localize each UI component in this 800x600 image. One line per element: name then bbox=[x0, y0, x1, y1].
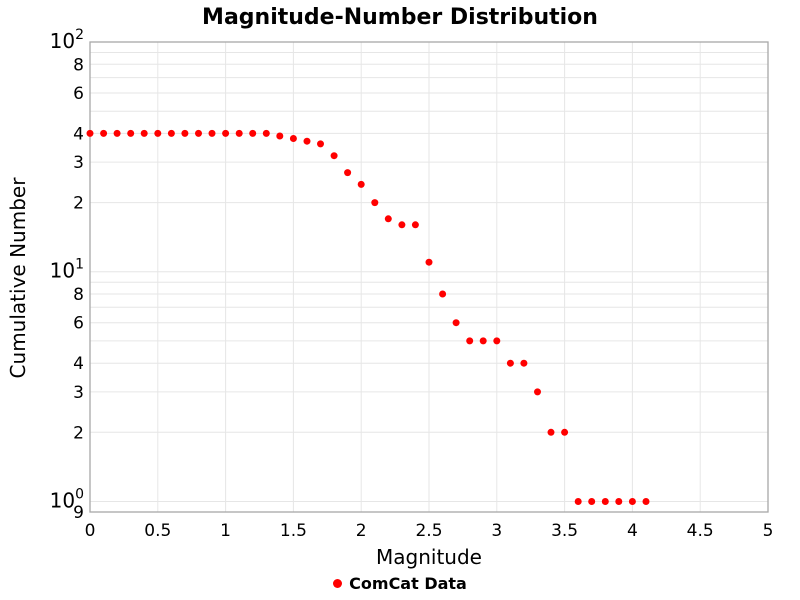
y-tick-label: 9 bbox=[73, 503, 84, 523]
data-point[interactable] bbox=[628, 498, 636, 505]
data-point[interactable] bbox=[588, 498, 596, 505]
data-point[interactable] bbox=[167, 129, 175, 137]
data-point[interactable] bbox=[425, 258, 433, 266]
data-point[interactable] bbox=[100, 129, 108, 137]
x-tick-label: 2 bbox=[356, 521, 367, 541]
data-point[interactable] bbox=[384, 215, 392, 223]
x-tick-label: 3.5 bbox=[551, 521, 578, 541]
legend-label: ComCat Data bbox=[349, 574, 467, 593]
data-point[interactable] bbox=[208, 129, 216, 137]
data-point[interactable] bbox=[452, 319, 460, 327]
x-tick-label: 1 bbox=[220, 521, 231, 541]
data-point[interactable] bbox=[195, 129, 202, 137]
x-tick-label: 4.5 bbox=[687, 521, 714, 541]
x-tick-label: 0.5 bbox=[144, 521, 171, 541]
data-point[interactable] bbox=[222, 129, 230, 137]
y-tick-label: 2 bbox=[73, 194, 84, 214]
data-point[interactable] bbox=[534, 388, 541, 396]
data-point[interactable] bbox=[249, 129, 257, 137]
x-tick-label: 1.5 bbox=[280, 521, 307, 541]
data-point[interactable] bbox=[520, 359, 528, 367]
data-point[interactable] bbox=[262, 129, 270, 137]
data-point[interactable] bbox=[86, 129, 94, 137]
data-point[interactable] bbox=[289, 135, 297, 142]
y-tick-label: 3 bbox=[73, 383, 84, 403]
x-tick-label: 3 bbox=[491, 521, 502, 541]
data-point[interactable] bbox=[411, 221, 419, 229]
data-point[interactable] bbox=[506, 359, 514, 367]
data-point[interactable] bbox=[371, 199, 379, 207]
y-tick-label: 3 bbox=[73, 153, 84, 173]
data-point[interactable] bbox=[642, 498, 650, 505]
data-point[interactable] bbox=[235, 129, 243, 137]
data-point[interactable] bbox=[547, 428, 555, 436]
legend-marker-icon bbox=[333, 579, 343, 588]
x-axis-title: Magnitude bbox=[376, 545, 482, 569]
data-point[interactable] bbox=[140, 129, 148, 137]
data-point[interactable] bbox=[466, 337, 474, 345]
y-tick-label: 2 bbox=[73, 423, 84, 443]
y-tick-label: 6 bbox=[73, 314, 84, 334]
x-tick-label: 2.5 bbox=[415, 521, 442, 541]
data-point[interactable] bbox=[154, 129, 162, 137]
y-tick-label: 102 bbox=[50, 27, 84, 53]
data-point[interactable] bbox=[317, 140, 324, 148]
data-point[interactable] bbox=[561, 428, 569, 436]
data-point[interactable] bbox=[127, 129, 135, 137]
data-point[interactable] bbox=[344, 169, 352, 177]
y-tick-label: 4 bbox=[73, 124, 84, 144]
y-tick-label: 101 bbox=[50, 257, 84, 283]
data-point[interactable] bbox=[479, 337, 487, 345]
data-point[interactable] bbox=[601, 498, 609, 505]
data-point[interactable] bbox=[398, 221, 406, 229]
x-tick-label: 0 bbox=[85, 521, 96, 541]
data-point[interactable] bbox=[181, 129, 189, 137]
y-tick-label: 4 bbox=[73, 354, 84, 374]
data-point[interactable] bbox=[276, 132, 284, 140]
y-tick-label: 100 bbox=[50, 487, 84, 513]
data-point[interactable] bbox=[493, 337, 501, 345]
legend[interactable]: ComCat Data bbox=[0, 574, 800, 593]
data-point[interactable] bbox=[439, 290, 447, 298]
y-tick-label: 6 bbox=[73, 84, 84, 104]
data-point[interactable] bbox=[574, 498, 582, 505]
plot-border bbox=[89, 41, 769, 513]
data-point[interactable] bbox=[615, 498, 623, 505]
data-point[interactable] bbox=[357, 180, 365, 188]
chart-title: Magnitude-Number Distribution bbox=[202, 5, 598, 30]
data-point[interactable] bbox=[303, 137, 311, 145]
y-tick-label: 8 bbox=[73, 55, 84, 75]
y-tick-label: 8 bbox=[73, 285, 84, 305]
x-tick-label: 5 bbox=[763, 521, 774, 541]
x-tick-label: 4 bbox=[627, 521, 638, 541]
data-point[interactable] bbox=[113, 129, 121, 137]
data-point[interactable] bbox=[330, 152, 338, 160]
